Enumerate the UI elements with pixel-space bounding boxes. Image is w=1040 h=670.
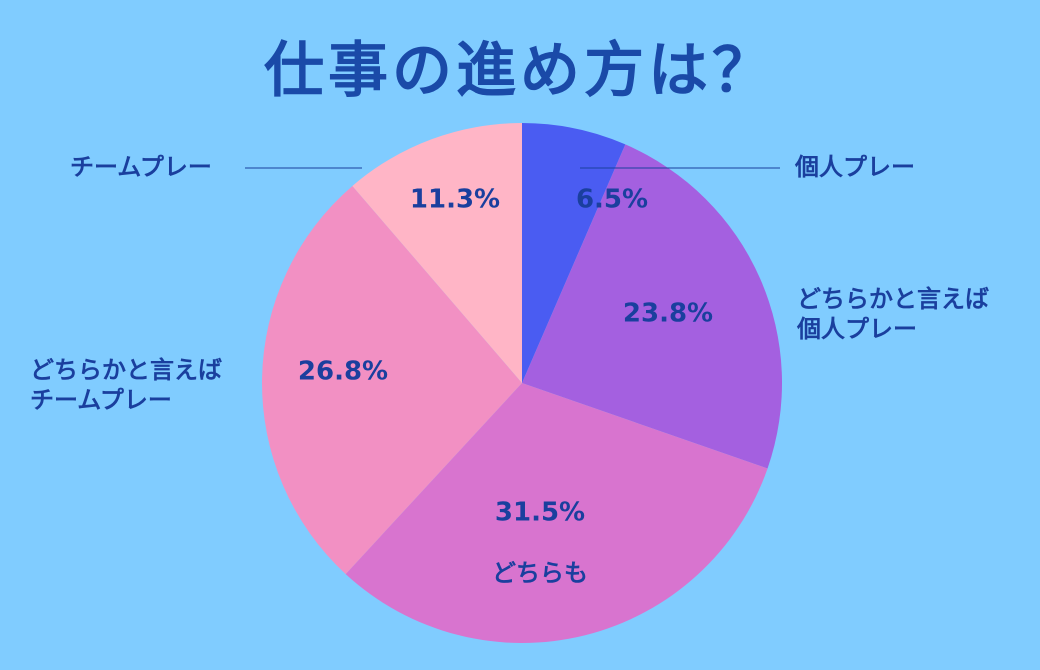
value-label: 11.3%: [410, 185, 500, 215]
pie-slice: [352, 123, 522, 383]
value-label: 26.8%: [298, 357, 388, 387]
category-label: どちらかと言えば 個人プレー: [797, 285, 989, 343]
pie-slice: [522, 123, 626, 383]
category-label: どちらも: [492, 559, 588, 587]
pie-slice: [262, 185, 522, 575]
chart-title: 仕事の進め方は？: [264, 36, 776, 106]
pie-slice: [522, 144, 782, 469]
category-label: 個人プレー: [795, 153, 915, 181]
value-label: 31.5%: [495, 498, 585, 528]
pie-slice: [345, 383, 768, 643]
value-label: 23.8%: [623, 299, 713, 329]
category-label: チームプレー: [70, 153, 212, 181]
category-label: どちらかと言えば チームプレー: [30, 356, 222, 414]
value-label: 6.5%: [576, 185, 648, 215]
